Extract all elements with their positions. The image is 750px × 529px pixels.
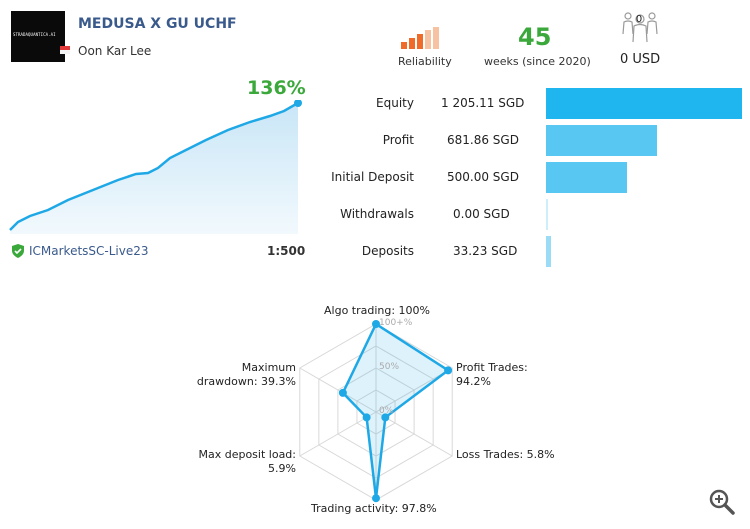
verified-shield-icon [12,244,24,258]
radar-label-trading-activity: Trading activity: 97.8% [311,502,437,515]
growth-value: 136% [247,77,306,99]
signal-logo[interactable]: STRADAQUANTICA.AI [11,11,65,62]
radar-label-max-drawdown: Maximum drawdown: 39.3% [196,361,296,388]
signal-title[interactable]: MEDUSA X GU UCHF [78,16,237,32]
growth-line [9,101,299,231]
radar-label-profit-trades: Profit Trades: 94.2% [456,361,528,388]
growth-end-point [294,100,302,107]
subscription-price: 0 USD [620,52,661,67]
radar-axis-line [375,411,453,457]
singapore-flag-icon [60,46,70,54]
radar-label-algo-trading: Algo trading: 100% [324,304,431,317]
subscribers-count: 0 [635,14,643,25]
reliability-label: Reliability [398,55,452,68]
stat-label-withdrawals: Withdrawals [340,207,414,221]
stat-value-equity: 1 205.11 SGD [441,96,525,110]
radar-label-max-deposit-load: Max deposit load: 5.9% [198,448,296,475]
weeks-value: 45 [518,23,552,51]
stat-label-deposits: Deposits [361,244,414,258]
radar-scale-0: 0% [379,406,394,416]
zoom-icon[interactable] [708,488,736,516]
radar-grid-ring [318,345,434,479]
stat-value-withdrawals: 0.00 SGD [453,207,510,221]
stat-bar-deposits [546,236,551,267]
radar-axis-line [299,411,377,457]
stat-bar-profit [546,125,657,156]
stat-bar-equity [546,88,742,119]
radar-scale-100: 100+% [379,318,413,328]
stat-label-profit: Profit [382,133,414,147]
radar-scale-50: 50% [379,362,400,372]
radar-axis-line [299,367,377,413]
author-name[interactable]: Oon Kar Lee [78,44,152,58]
radar-point [372,494,380,503]
growth-chart[interactable] [8,100,304,236]
radar-point [362,413,371,422]
stat-label-initial-deposit: Initial Deposit [331,170,414,184]
radar-grid-ring [299,323,453,501]
stat-bar-initial-deposit [546,162,627,193]
radar-grid-ring [337,367,415,457]
subscribers-icon [622,12,658,43]
radar-value-polygon [341,322,451,499]
stat-value-profit: 681.86 SGD [447,133,519,147]
radar-point [338,388,347,397]
radar-label-loss-trades: Loss Trades: 5.8% [456,448,555,461]
growth-area [10,103,298,234]
stat-value-deposits: 33.23 SGD [453,244,518,258]
leverage: 1:500 [267,244,306,258]
weeks-label: weeks (since 2020) [484,55,591,68]
stat-bar-withdrawals [546,199,548,230]
radar-point [444,366,453,375]
reliability-bars-icon [401,27,439,49]
stat-label-equity: Equity [376,96,414,110]
logo-text: STRADAQUANTICA.AI [13,32,56,37]
broker-server[interactable]: ICMarketsSC-Live23 [29,244,149,258]
stat-value-initial-deposit: 500.00 SGD [447,170,519,184]
